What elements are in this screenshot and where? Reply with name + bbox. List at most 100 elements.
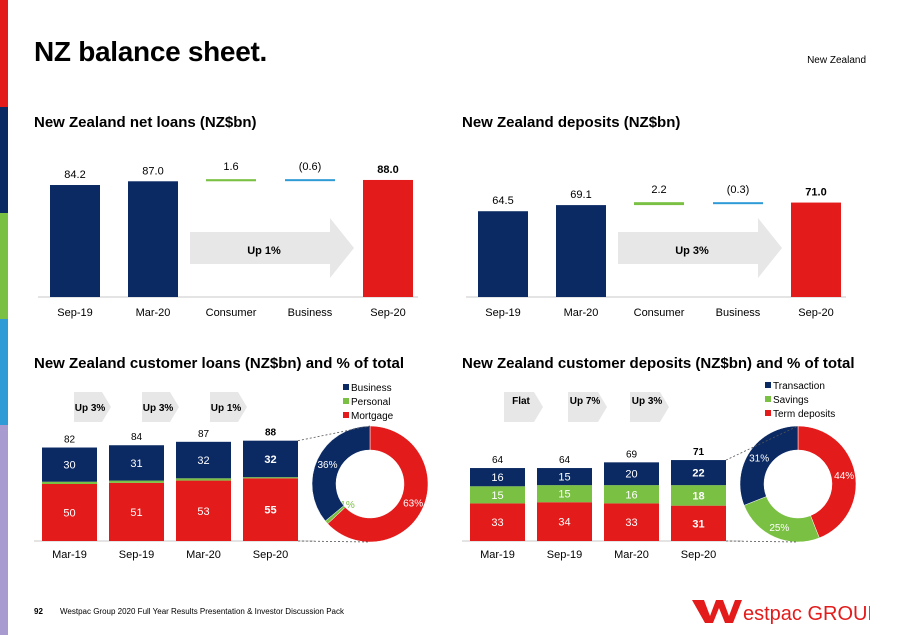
x-tick-label: Consumer	[206, 307, 257, 319]
x-tick-label: Mar-19	[480, 549, 515, 561]
legend-label: Business	[351, 383, 392, 394]
bar-segment-savings	[671, 485, 726, 506]
legend-label: Mortgage	[351, 411, 394, 422]
total-label: 64	[559, 455, 571, 466]
x-tick-label: Sep-20	[681, 549, 716, 561]
region-label: New Zealand	[807, 55, 866, 66]
growth-arrow-label: Up 3%	[675, 245, 709, 257]
segment-label: 34	[558, 517, 570, 529]
page-title: NZ balance sheet.	[34, 36, 267, 67]
segment-label: 32	[264, 454, 276, 466]
data-label: 84.2	[64, 169, 85, 181]
pie-slice-term-deposits	[797, 425, 857, 539]
bar-segment-business	[176, 441, 231, 479]
bar-consumer	[634, 202, 684, 206]
bar-segment-term-deposits	[604, 503, 659, 541]
westpac-logo: estpac GROUP	[692, 600, 870, 625]
legend-label: Savings	[773, 395, 809, 406]
footer-page-number: 92	[34, 607, 43, 616]
deposits-chart: Up 3% 64.5 Sep-19 69.1 Mar-20 2.2 Consumer (0.3…	[466, 184, 846, 319]
segment-label: 15	[558, 489, 570, 501]
growth-chevron	[210, 392, 247, 422]
bar-segment-term-deposits	[671, 505, 726, 541]
customer-loans-chart: 5023082Mar-195123184Sep-195323287Mar-205…	[34, 383, 429, 561]
segment-label: 53	[197, 506, 209, 518]
pie-slice-savings	[743, 496, 820, 543]
net-loans-chart: Up 1% 84.2 Sep-19 87.0 Mar-20 1.6 Consumer (0.6…	[38, 161, 418, 319]
bar-consumer	[206, 179, 256, 182]
segment-label: 51	[130, 507, 142, 519]
bar-segment-business	[42, 447, 97, 482]
bar-segment-savings	[470, 486, 525, 504]
heading-customer-deposits: New Zealand customer deposits (NZ$bn) an…	[462, 355, 855, 372]
growth-label: Up 3%	[632, 396, 663, 407]
x-tick-label: Sep-20	[370, 307, 405, 319]
total-label: 88	[265, 428, 277, 439]
data-label: (0.6)	[299, 161, 322, 173]
bar-sep-20	[363, 179, 413, 297]
pie-slice-business	[311, 425, 371, 522]
bar-sep-20	[791, 202, 841, 297]
data-label: 64.5	[492, 195, 513, 207]
total-label: 71	[693, 447, 705, 458]
pie-label: 1%	[340, 500, 355, 511]
legend-swatch	[343, 412, 349, 418]
bar-segment-transaction	[604, 462, 659, 486]
connector-line	[725, 540, 799, 543]
bar-segment-savings	[537, 485, 592, 503]
growth-label: Flat	[512, 396, 530, 407]
total-label: 84	[131, 432, 143, 443]
stripe-blue	[0, 319, 8, 425]
connector-line	[725, 425, 799, 461]
bar-segment-business	[109, 445, 164, 481]
bar-business	[713, 202, 763, 205]
x-tick-label: Mar-20	[136, 307, 171, 319]
segment-label: 18	[692, 490, 704, 502]
segment-label: 22	[692, 468, 704, 480]
bar-segment-personal	[42, 481, 97, 484]
x-tick-label: Sep-19	[57, 307, 92, 319]
data-label: 2.2	[651, 184, 666, 196]
legend-label: Term deposits	[773, 409, 835, 420]
stripe-purple	[0, 425, 8, 635]
connector-line	[297, 425, 371, 442]
growth-label: Up 1%	[211, 403, 242, 414]
bar-segment-personal	[243, 477, 298, 479]
legend-label: Personal	[351, 397, 390, 408]
x-tick-label: Business	[716, 307, 761, 319]
segment-label: 50	[63, 508, 75, 520]
growth-chevron	[504, 392, 543, 422]
growth-arrow	[618, 218, 782, 278]
x-tick-label: Business	[288, 307, 333, 319]
bar-segment-mortgage	[109, 482, 164, 541]
bar-segment-mortgage	[176, 480, 231, 541]
total-label: 82	[64, 435, 76, 446]
stripe-red	[0, 0, 8, 107]
x-tick-label: Sep-19	[547, 549, 582, 561]
segment-label: 15	[491, 490, 503, 502]
legend-swatch	[765, 382, 771, 388]
x-tick-label: Sep-20	[253, 549, 288, 561]
pie-slice-transaction	[739, 425, 799, 506]
bar-segment-mortgage	[42, 484, 97, 541]
bar-sep-19	[50, 185, 100, 297]
pie-label: 44%	[834, 471, 854, 482]
x-tick-label: Consumer	[634, 307, 685, 319]
segment-label: 16	[491, 472, 503, 484]
segment-label: 31	[692, 518, 704, 530]
growth-chevron	[74, 392, 111, 422]
segment-label: 32	[197, 455, 209, 467]
total-label: 87	[198, 429, 210, 440]
x-tick-label: Sep-19	[119, 549, 154, 561]
segment-label: 20	[625, 469, 637, 481]
pie-label: 36%	[317, 460, 337, 471]
pie-label: 63%	[403, 499, 423, 510]
data-label: 88.0	[377, 164, 398, 176]
segment-label: 16	[625, 489, 637, 501]
data-label: 71.0	[805, 187, 826, 199]
bar-segment-personal	[176, 478, 231, 481]
segment-label: 33	[625, 517, 637, 529]
bar-segment-personal	[109, 480, 164, 483]
x-tick-label: Mar-20	[614, 549, 649, 561]
bar-segment-term-deposits	[537, 502, 592, 541]
